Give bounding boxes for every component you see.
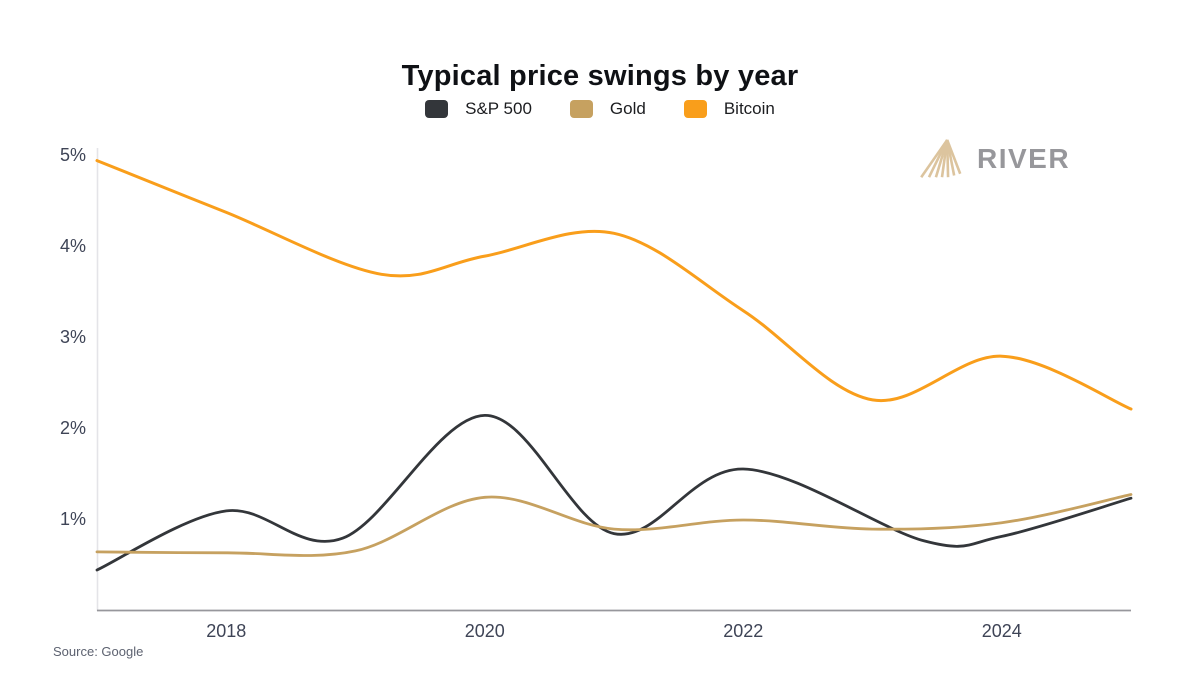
legend-swatch-bitcoin [683, 100, 707, 118]
river-peak-icon [920, 139, 962, 178]
series-line-gold [95, 493, 1133, 557]
x-tick-2018: 2018 [206, 621, 247, 641]
legend-item-gold: Gold [569, 99, 646, 119]
x-tick-2024: 2024 [981, 621, 1022, 641]
series-line-sp500 [95, 413, 1133, 572]
river-logo-text: RIVER [977, 143, 1071, 174]
legend-item-sp500: S&P 500 [425, 99, 532, 119]
legend-label-sp500: S&P 500 [465, 99, 532, 118]
legend: S&P 500 Gold Bitcoin [0, 99, 1200, 119]
legend-label-gold: Gold [609, 99, 646, 118]
legend-label-bitcoin: Bitcoin [723, 99, 775, 118]
legend-item-bitcoin: Bitcoin [683, 99, 775, 119]
y-tick-4: 4% [59, 236, 86, 256]
y-tick-5: 5% [59, 145, 86, 165]
legend-swatch-sp500 [425, 100, 449, 118]
x-tick-2020: 2020 [464, 621, 505, 641]
legend-swatch-gold [569, 100, 593, 118]
y-tick-1: 1% [59, 509, 86, 529]
river-logo: RIVER [916, 136, 1070, 182]
chart-title: Typical price swings by year [401, 60, 799, 93]
series-line-bitcoin [95, 159, 1133, 411]
y-tick-3: 3% [59, 327, 86, 347]
y-tick-2: 2% [59, 418, 86, 438]
x-tick-2022: 2022 [723, 621, 764, 641]
source-caption: Source: Google [53, 644, 144, 659]
